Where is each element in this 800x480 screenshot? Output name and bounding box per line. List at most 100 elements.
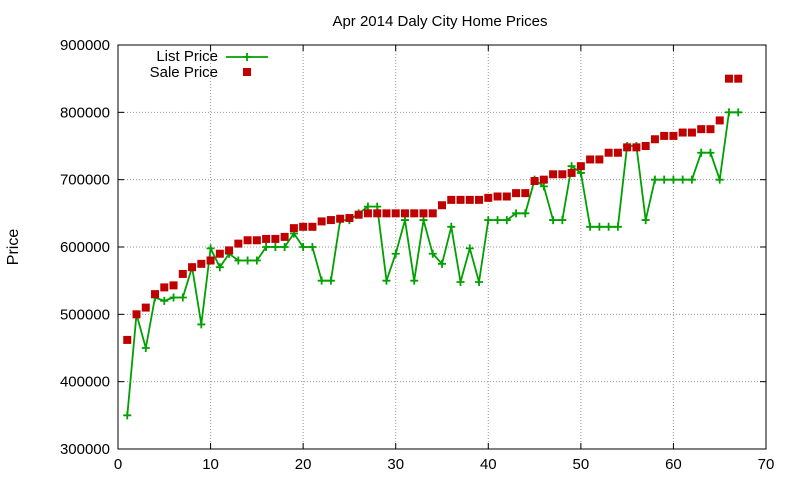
sale-price-point <box>502 192 511 201</box>
list-price-point <box>604 222 613 231</box>
legend-label-list-price: List Price <box>156 48 218 65</box>
list-price-point <box>558 216 567 225</box>
sale-price-point <box>151 290 160 299</box>
sale-price-point <box>410 209 419 218</box>
list-price-point <box>419 216 428 225</box>
sale-price-point <box>595 155 604 164</box>
sale-price-point <box>225 246 234 255</box>
list-price-point <box>595 222 604 231</box>
sale-price-point <box>475 195 484 204</box>
list-price-point <box>512 209 521 218</box>
list-price-point <box>641 216 650 225</box>
list-price-point <box>206 244 215 253</box>
list-price-point <box>299 243 308 251</box>
list-price-point <box>363 202 372 211</box>
list-price-point <box>586 222 595 231</box>
list-price-point <box>706 148 715 157</box>
sale-price-point <box>299 222 308 231</box>
sale-price-point <box>678 128 687 137</box>
sale-price-point <box>132 310 141 319</box>
sale-price-point <box>567 168 576 177</box>
sale-price-point <box>697 125 706 134</box>
list-price-point <box>613 222 622 231</box>
sale-price-point <box>141 303 150 312</box>
sale-price-point <box>308 222 317 231</box>
sale-price-point <box>289 224 298 233</box>
legend: List Price Sale Price <box>150 48 268 81</box>
sale-price-point <box>169 281 178 290</box>
list-price-point <box>465 244 474 253</box>
sale-price-point <box>382 209 391 218</box>
sale-price-point <box>632 143 641 152</box>
x-tick-label: 70 <box>758 456 775 473</box>
sale-price-point <box>428 209 437 218</box>
sale-price-point <box>391 209 400 218</box>
list-price-point <box>724 108 733 117</box>
list-price-point <box>326 276 335 285</box>
sale-price-point <box>271 234 280 243</box>
list-price-point <box>252 256 261 265</box>
list-price-point <box>567 162 576 171</box>
sale-price-point <box>447 195 456 204</box>
sale-price-point <box>400 209 409 218</box>
sale-price-point <box>197 259 206 268</box>
list-price-point <box>178 293 187 302</box>
x-tick-label: 60 <box>665 456 682 473</box>
list-price-point <box>197 320 206 329</box>
sale-price-point <box>539 175 548 184</box>
list-price-point <box>308 243 317 251</box>
sale-price-point <box>373 209 382 218</box>
list-price-point <box>697 148 706 157</box>
legend-marker-list-price <box>243 53 251 61</box>
sale-price-point <box>576 162 585 171</box>
list-price-point <box>160 296 169 305</box>
chart-title: Apr 2014 Daly City Home Prices <box>332 13 547 30</box>
list-price-point <box>660 175 669 184</box>
list-price-point <box>678 175 687 184</box>
list-price-point <box>438 259 446 268</box>
list-price-point <box>215 263 224 272</box>
list-price-point <box>123 411 132 420</box>
list-price-point <box>262 243 271 251</box>
sale-price-point <box>243 236 252 245</box>
sale-price-point <box>280 232 289 241</box>
sale-price-point <box>521 189 530 198</box>
sale-price-point <box>438 201 446 210</box>
list-price-point <box>317 276 326 285</box>
sale-price-point <box>613 148 622 157</box>
list-price-point <box>447 222 456 231</box>
sale-price-point <box>493 192 502 201</box>
sale-price-point <box>326 216 335 225</box>
sale-price-point <box>456 195 465 204</box>
sale-price-point <box>549 170 558 179</box>
sale-price-point <box>641 142 650 150</box>
sale-price-point <box>650 135 659 144</box>
x-tick-label: 10 <box>202 456 219 473</box>
axis-ticks: 0 10 20 30 40 50 60 70 300000 400000 500000 600000 7… <box>60 37 774 473</box>
list-price-point <box>493 216 502 225</box>
sale-price-point <box>669 131 678 140</box>
list-price-point <box>502 216 511 225</box>
sale-price-point <box>160 283 169 292</box>
list-price-point <box>391 249 400 258</box>
y-axis-label: Price <box>5 229 22 266</box>
x-tick-label: 20 <box>295 456 312 473</box>
sale-price-point <box>252 236 261 245</box>
y-tick-label: 900000 <box>60 37 110 54</box>
list-price-point <box>650 175 659 184</box>
sale-price-point <box>706 125 715 134</box>
legend-marker-sale-price <box>243 68 251 76</box>
list-price-point <box>687 175 696 184</box>
list-price-point <box>456 278 465 287</box>
y-tick-label: 600000 <box>60 239 110 256</box>
list-price-point <box>280 243 289 251</box>
y-tick-label: 500000 <box>60 306 110 323</box>
sale-price-point <box>363 209 372 218</box>
sale-price-point <box>188 263 197 272</box>
y-tick-label: 800000 <box>60 104 110 121</box>
sale-price-point <box>123 335 132 344</box>
y-tick-label: 700000 <box>60 172 110 189</box>
list-price-point <box>410 276 419 285</box>
sale-price-point <box>206 256 215 265</box>
